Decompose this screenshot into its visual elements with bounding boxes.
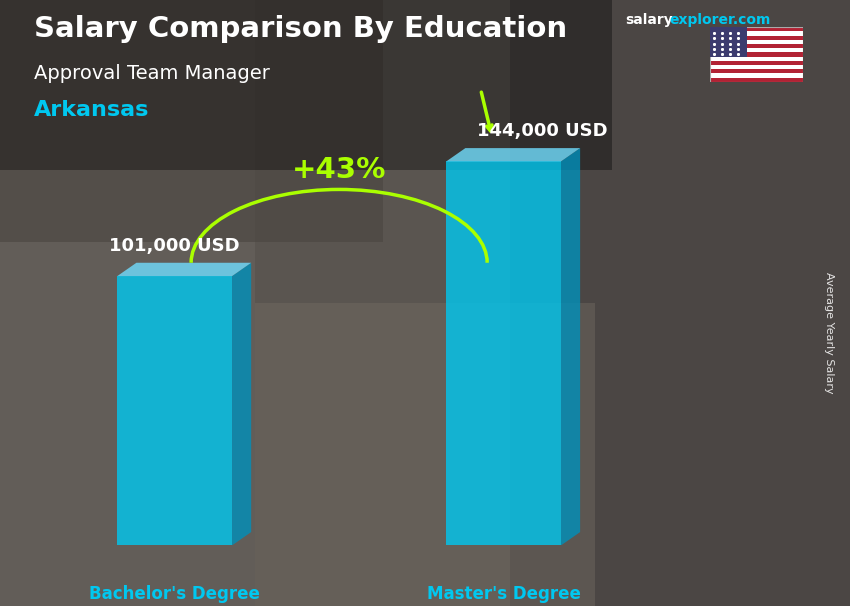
Bar — [0, 0, 382, 242]
Polygon shape — [446, 148, 580, 161]
Bar — [255, 303, 595, 606]
Bar — [710, 61, 803, 65]
Text: Average Yearly Salary: Average Yearly Salary — [824, 273, 834, 394]
Text: 144,000 USD: 144,000 USD — [477, 122, 607, 140]
Text: Master's Degree: Master's Degree — [427, 585, 581, 604]
Polygon shape — [561, 148, 580, 545]
Polygon shape — [117, 263, 252, 276]
Bar — [710, 56, 803, 61]
Polygon shape — [232, 263, 252, 545]
Bar — [710, 32, 803, 36]
Bar — [710, 78, 803, 82]
Text: Arkansas: Arkansas — [34, 100, 150, 120]
Bar — [710, 36, 803, 40]
Bar — [710, 48, 803, 53]
Bar — [510, 0, 850, 606]
Bar — [710, 69, 803, 73]
Bar — [710, 44, 803, 48]
Text: +43%: +43% — [292, 156, 387, 184]
Text: explorer.com: explorer.com — [669, 13, 770, 27]
Bar — [710, 53, 803, 56]
Text: Salary Comparison By Education: Salary Comparison By Education — [34, 15, 567, 43]
Bar — [710, 73, 803, 78]
Text: Approval Team Manager: Approval Team Manager — [34, 64, 269, 82]
Text: Bachelor's Degree: Bachelor's Degree — [89, 585, 260, 604]
Bar — [710, 27, 803, 32]
Bar — [710, 40, 803, 44]
Bar — [710, 65, 803, 69]
Text: salary: salary — [625, 13, 672, 27]
Bar — [0, 0, 255, 606]
Bar — [117, 276, 232, 545]
Bar — [710, 27, 747, 56]
Text: 101,000 USD: 101,000 USD — [110, 237, 240, 255]
Bar — [446, 161, 561, 545]
Bar — [0, 0, 612, 170]
